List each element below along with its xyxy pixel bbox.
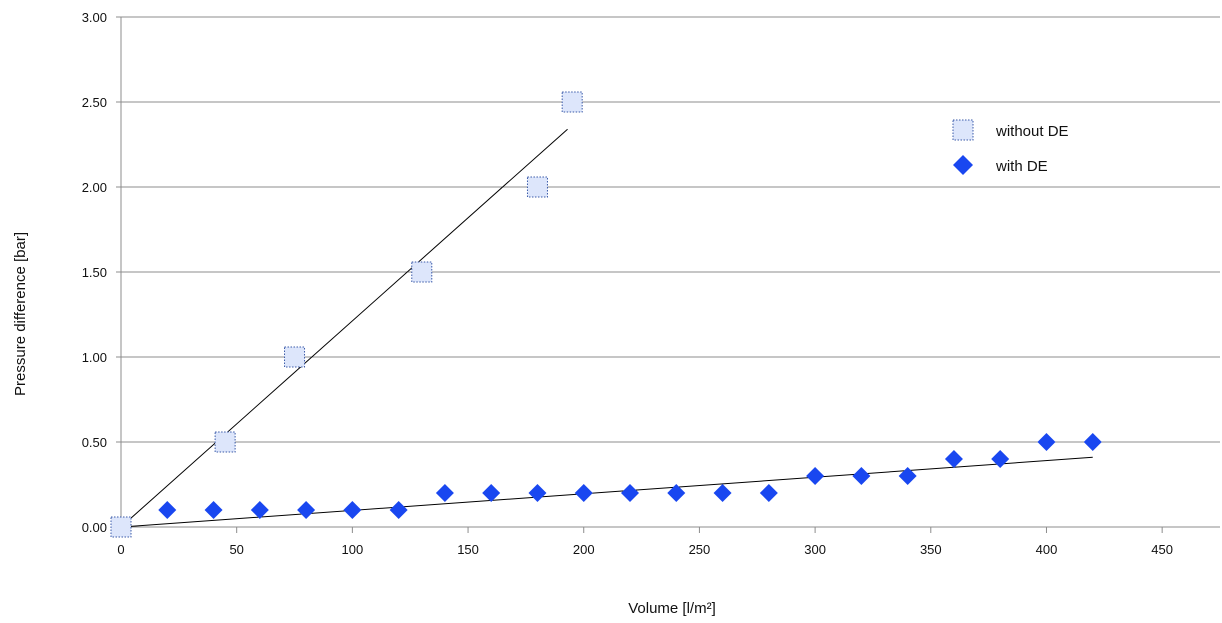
y-tick-label: 1.50 <box>82 265 107 280</box>
x-tick-label: 450 <box>1151 542 1173 557</box>
axes <box>120 17 1220 533</box>
point-with-de <box>944 450 963 468</box>
data-points <box>110 91 1102 538</box>
point-without-de <box>561 91 583 113</box>
legend-marker-with-de <box>953 155 973 175</box>
point-without-de <box>214 431 236 453</box>
x-axis-ticks: 0 50 100 150 200 250 300 350 400 450 <box>117 527 1173 557</box>
legend-label-with-de: with DE <box>995 158 1048 175</box>
y-tick-label: 0.50 <box>82 435 107 450</box>
y-tick-label: 2.00 <box>82 180 107 195</box>
point-without-de <box>110 516 132 538</box>
point-with-de <box>204 501 223 519</box>
point-with-de <box>1083 433 1102 451</box>
point-with-de <box>621 484 640 502</box>
y-tick-label: 3.00 <box>82 10 107 25</box>
point-with-de <box>667 484 686 502</box>
grid-lines <box>121 16 1220 528</box>
point-with-de <box>297 501 316 519</box>
point-without-de <box>411 261 433 283</box>
x-tick-label: 350 <box>920 542 942 557</box>
point-with-de <box>343 501 362 519</box>
x-tick-label: 0 <box>117 542 124 557</box>
point-with-de <box>759 484 778 502</box>
x-tick-label: 250 <box>689 542 711 557</box>
point-with-de <box>713 484 732 502</box>
point-with-de <box>574 484 593 502</box>
point-with-de <box>852 467 871 485</box>
point-with-de <box>898 467 917 485</box>
x-tick-label: 50 <box>229 542 243 557</box>
point-with-de <box>806 467 825 485</box>
x-tick-label: 400 <box>1036 542 1058 557</box>
legend-label-without-de: without DE <box>995 123 1069 140</box>
y-tick-label: 0.00 <box>82 520 107 535</box>
x-tick-label: 150 <box>457 542 479 557</box>
point-with-de <box>158 501 177 519</box>
y-tick-label: 2.50 <box>82 95 107 110</box>
point-with-de <box>991 450 1010 468</box>
legend-marker-without-de <box>952 119 974 141</box>
trendlines <box>120 128 1093 528</box>
point-with-de <box>435 484 454 502</box>
x-axis-title: Volume [l/m²] <box>628 600 716 617</box>
x-tick-label: 300 <box>804 542 826 557</box>
point-without-de <box>284 346 306 368</box>
point-without-de <box>526 176 548 198</box>
y-axis-title: Pressure difference [bar] <box>12 232 29 396</box>
x-tick-label: 200 <box>573 542 595 557</box>
trendline-with-de <box>120 456 1093 528</box>
point-with-de <box>528 484 547 502</box>
point-with-de <box>389 501 408 519</box>
x-tick-label: 100 <box>342 542 364 557</box>
point-with-de <box>1037 433 1056 451</box>
legend: without DE with DE <box>952 119 1069 175</box>
y-axis-ticks: 0.00 0.50 1.00 1.50 2.00 2.50 3.00 <box>82 10 121 535</box>
y-tick-label: 1.00 <box>82 350 107 365</box>
trendline-without-de <box>120 128 568 528</box>
point-with-de <box>482 484 501 502</box>
point-with-de <box>250 501 269 519</box>
